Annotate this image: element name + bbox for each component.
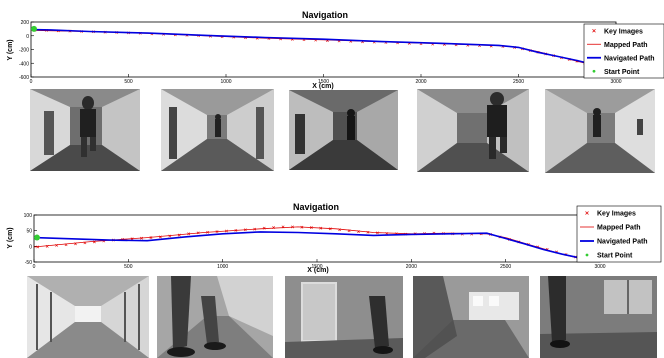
- legend-label: Start Point: [604, 69, 640, 76]
- legend-label: Mapped Path: [604, 42, 648, 49]
- legend-label: Navigated Path: [597, 239, 648, 246]
- start-point-marker: [34, 234, 40, 241]
- x-tick-label: 2500: [500, 264, 511, 270]
- x-axis-label: X (cm): [307, 267, 328, 274]
- x-axis-label: X (cm): [312, 83, 333, 90]
- corridor-walker-picture: [30, 89, 140, 171]
- corridor-dark-walker-picture: [289, 90, 398, 170]
- key-image-photo: [540, 276, 657, 358]
- y-tick-label: 0: [29, 244, 32, 250]
- x-tick-label: 3000: [610, 79, 621, 85]
- chart-navigation-bottom: Navigation Y (cm) X (cm) 0 500 1000 1500 200…: [7, 202, 662, 274]
- key-image-photo: [413, 276, 529, 358]
- y-tick-label: 50: [26, 229, 32, 235]
- legend-symbol: [592, 69, 596, 73]
- corridor-distant-walker-picture: [161, 89, 274, 171]
- x-tick-label: 0: [30, 79, 33, 85]
- y-axis-label: Y (cm): [7, 227, 14, 248]
- key-image-photo: [157, 276, 273, 358]
- legend-box: [583, 23, 664, 79]
- plot-frame: [33, 214, 601, 263]
- start-point-marker: [31, 25, 37, 32]
- key-image-photo: [30, 89, 140, 171]
- y-tick-label: -400: [19, 61, 29, 67]
- y-tick-label: 200: [21, 20, 30, 26]
- navigated-path-line: [33, 231, 601, 263]
- y-tick-label: 100: [24, 213, 33, 219]
- key-image-photo: [289, 90, 398, 170]
- y-tick-label: -200: [19, 48, 29, 54]
- x-tick-label: 500: [124, 264, 133, 270]
- y-tick-label: -600: [19, 75, 29, 81]
- navigated-path-line: [30, 28, 617, 76]
- x-tick-label: 2000: [415, 79, 426, 85]
- legend-box: [576, 205, 662, 263]
- y-tick-label: 0: [26, 34, 29, 40]
- legend-label: Key Images: [604, 28, 643, 35]
- plot-frame: [30, 21, 617, 78]
- x-tick-label: 500: [124, 79, 133, 85]
- key-image-photo: [161, 89, 274, 171]
- legend-label: Navigated Path: [604, 55, 655, 62]
- x-tick-label: 0: [33, 264, 36, 270]
- legend-symbol: [585, 211, 589, 215]
- legend-symbol: [592, 29, 596, 33]
- series-layer: [33, 225, 601, 263]
- y-tick-label: -50: [25, 260, 32, 266]
- legend-label: Key Images: [597, 211, 636, 218]
- key-image-photo: [27, 276, 149, 358]
- door-and-legs-picture: [285, 276, 403, 358]
- corridor-walker-far-right-picture: [545, 89, 655, 173]
- x-tick-label: 3000: [594, 264, 605, 270]
- legend-label: Mapped Path: [597, 225, 641, 232]
- legs-walking-picture: [157, 276, 273, 358]
- legend: Key Images Mapped Path Navigated Path Start…: [576, 205, 662, 263]
- chart-title: Navigation: [302, 10, 348, 20]
- x-tick-label: 1500: [311, 264, 322, 270]
- key-image-photo: [285, 276, 403, 358]
- blurred-office-corridor-picture: [413, 276, 529, 358]
- x-tick-label: 1000: [217, 264, 228, 270]
- x-tick-label: 2000: [406, 264, 417, 270]
- corridor-walker-right-picture: [417, 89, 529, 172]
- legend-label: Start Point: [597, 253, 633, 260]
- chart-navigation-top: Navigation Y (cm) X (cm) 0 500 1000 1500 200…: [7, 10, 664, 90]
- x-tick-label: 1000: [220, 79, 231, 85]
- legend-symbol: [585, 253, 589, 257]
- x-tick-label: 2500: [513, 79, 524, 85]
- legend: Key Images Mapped Path Navigated Path Start…: [583, 23, 664, 79]
- chart-title: Navigation: [293, 202, 339, 212]
- x-tick-label: 1500: [318, 79, 329, 85]
- glass-hallway-picture: [27, 276, 149, 358]
- key-image-photo: [545, 89, 655, 173]
- key-image-photo: [417, 89, 529, 172]
- y-axis-label: Y (cm): [7, 39, 14, 60]
- legs-near-window-picture: [540, 276, 657, 358]
